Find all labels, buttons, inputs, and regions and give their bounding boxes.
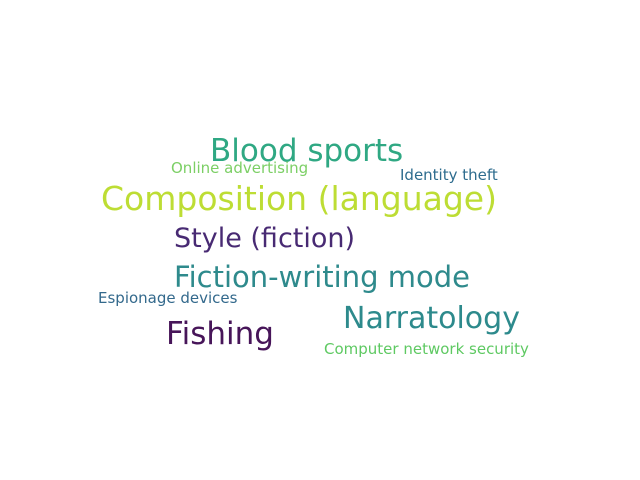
word-fishing: Fishing: [166, 316, 274, 352]
word-composition-language: Composition (language): [101, 179, 497, 218]
word-fiction-writing-mode: Fiction-writing mode: [174, 260, 470, 294]
word-espionage-devices: Espionage devices: [98, 289, 238, 307]
word-narratology: Narratology: [343, 301, 520, 336]
word-blood-sports: Blood sports: [210, 133, 404, 169]
word-computer-network-security: Computer network security: [324, 340, 529, 358]
word-identity-theft: Identity theft: [400, 166, 498, 184]
word-style-fiction: Style (fiction): [174, 223, 356, 254]
word-online-advertising: Online advertising: [171, 159, 309, 177]
